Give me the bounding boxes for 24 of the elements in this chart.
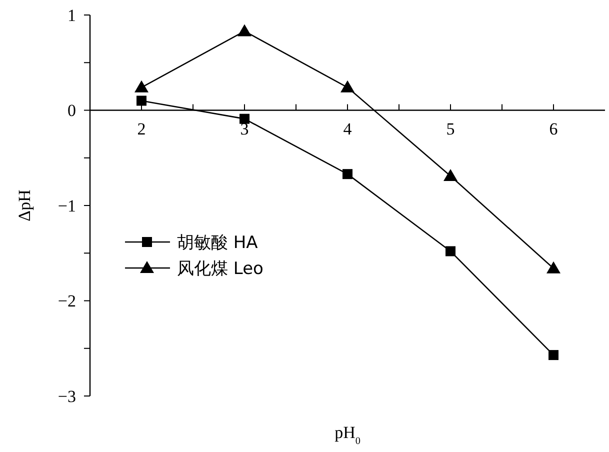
point	[136, 96, 146, 106]
x-tick-label: 2	[137, 119, 146, 138]
point	[444, 168, 458, 181]
x-tick-label: 6	[549, 119, 558, 138]
point	[548, 350, 558, 360]
point	[340, 80, 354, 92]
point	[134, 80, 148, 92]
y-tick-label: −3	[58, 386, 76, 406]
y-tick-label: −2	[58, 292, 76, 311]
y-tick-label: 0	[68, 101, 76, 120]
x-tick-label: 5	[446, 119, 455, 138]
x-tick-label: 3	[240, 119, 249, 138]
legend-label: 风化煤 Leo	[177, 258, 264, 279]
x-axis-title: pH$_{0}$	[334, 423, 360, 446]
y-tick-label: 1	[68, 6, 76, 25]
point	[546, 261, 560, 274]
point	[240, 114, 250, 124]
legend-label: 胡敏酸 HA	[177, 232, 258, 253]
point	[238, 24, 252, 36]
point	[446, 246, 456, 256]
point	[342, 169, 352, 180]
y-axis-title: ΔpH	[15, 190, 34, 222]
x-tick-label: 4	[343, 119, 352, 138]
y-tick-label: −1	[58, 196, 76, 216]
